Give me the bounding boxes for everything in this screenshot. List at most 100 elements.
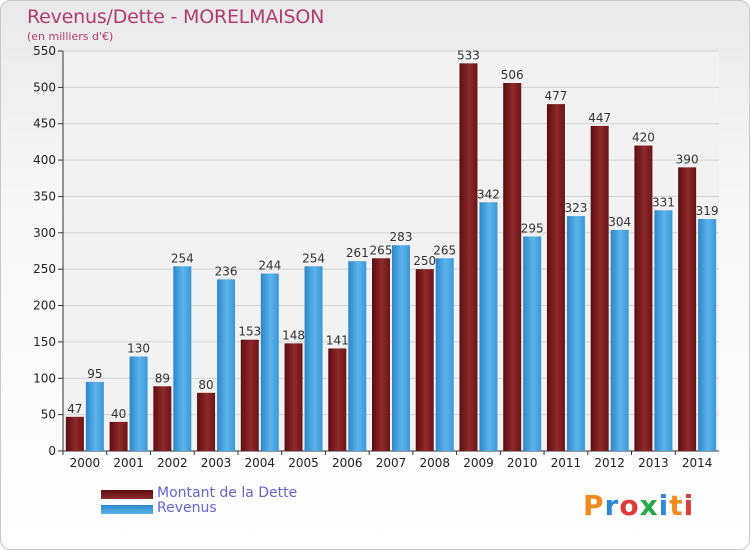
y-tick-label: 250: [33, 262, 56, 276]
bar-revenue: [304, 266, 323, 451]
bar-debt: [415, 269, 434, 451]
data-label-revenue: 130: [127, 341, 150, 355]
axes: 0 50 100 150 200 250 300 350 400 450 500 550 2000 200…: [33, 44, 719, 470]
bar-debt: [372, 258, 390, 451]
x-tick-label: 2013: [638, 456, 669, 470]
data-label-revenue: 304: [608, 215, 631, 229]
bar-debt: [459, 63, 478, 451]
bar-revenue: [85, 381, 104, 451]
bar-revenue: [654, 210, 673, 451]
data-label-revenue: 295: [521, 221, 544, 235]
bar-debt: [678, 167, 697, 451]
bar-revenue: [435, 258, 454, 451]
bar-revenue: [348, 261, 367, 451]
x-tick-label: 2009: [463, 456, 494, 470]
chart-subtitle: (en milliers d'€): [27, 30, 114, 43]
data-label-debt: 47: [67, 402, 82, 416]
bar-revenue: [260, 273, 279, 451]
y-tick-label: 200: [33, 299, 56, 313]
x-tick-label: 2006: [332, 456, 363, 470]
bar-debt: [109, 421, 128, 451]
legend-label-debt: Montant de la Dette: [157, 485, 298, 501]
data-label-revenue: 342: [477, 187, 500, 201]
x-tick-label: 2001: [113, 456, 144, 470]
chart-title: Revenus/Dette - MORELMAISON: [27, 6, 325, 28]
x-tick-label: 2012: [594, 456, 625, 470]
data-label-revenue: 261: [346, 246, 369, 260]
y-tick-label: 350: [33, 189, 56, 203]
data-label-debt: 390: [676, 152, 699, 166]
data-label-debt: 533: [457, 48, 480, 62]
data-label-revenue: 254: [302, 251, 325, 265]
bar-debt: [153, 386, 172, 451]
data-label-debt: 148: [282, 328, 305, 342]
bar-revenue: [610, 229, 629, 451]
plot-area: [63, 51, 719, 451]
legend-swatch-revenue: [101, 505, 153, 514]
bar-revenue: [173, 266, 192, 451]
y-tick-label: 50: [41, 408, 56, 422]
bar-debt: [240, 339, 259, 451]
data-label-revenue: 265: [433, 243, 456, 257]
x-tick-label: 2003: [201, 456, 232, 470]
data-label-debt: 153: [238, 325, 261, 339]
x-tick-label: 2005: [288, 456, 319, 470]
bar-revenue: [566, 216, 585, 451]
data-label-debt: 80: [198, 378, 213, 392]
y-tick-label: 300: [33, 226, 56, 240]
data-label-revenue: 244: [258, 259, 281, 273]
data-label-debt: 447: [588, 111, 611, 125]
bar-revenue: [523, 236, 542, 451]
x-tick-label: 2000: [70, 456, 101, 470]
bars: [65, 63, 717, 451]
bar-revenue: [217, 279, 236, 451]
legend-swatch-debt: [101, 490, 153, 499]
data-label-revenue: 95: [87, 367, 102, 381]
grid-lines: [63, 50, 719, 452]
bar-debt: [634, 145, 653, 451]
bar-debt: [503, 83, 522, 451]
proxiti-logo: Proxiti: [583, 489, 695, 522]
data-label-revenue: 283: [390, 230, 413, 244]
bar-debt: [197, 392, 216, 451]
data-label-debt: 89: [155, 371, 170, 385]
data-label-debt: 141: [326, 333, 349, 347]
y-tick-label: 400: [33, 153, 56, 167]
data-label-debt: 40: [111, 407, 126, 421]
bar-revenue: [129, 356, 148, 451]
data-label-revenue: 331: [652, 195, 675, 209]
data-label-debt: 265: [370, 243, 393, 257]
data-label-debt: 506: [501, 68, 524, 82]
bar-debt: [546, 104, 565, 451]
y-tick-label: 0: [48, 444, 56, 458]
data-label-revenue: 319: [696, 204, 719, 218]
bar-revenue: [392, 245, 410, 451]
x-tick-label: 2010: [507, 456, 538, 470]
x-tick-label: 2011: [551, 456, 582, 470]
data-label-revenue: 323: [564, 201, 587, 215]
x-tick-label: 2014: [682, 456, 713, 470]
data-label-debt: 250: [413, 254, 436, 268]
y-tick-label: 550: [33, 44, 56, 58]
y-tick-label: 450: [33, 117, 56, 131]
data-label-revenue: 254: [171, 251, 194, 265]
bar-revenue: [479, 202, 498, 451]
y-tick-label: 500: [33, 80, 56, 94]
x-tick-label: 2008: [419, 456, 450, 470]
bar-revenue: [698, 219, 717, 451]
legend-label-revenue: Revenus: [157, 500, 217, 516]
bar-debt: [590, 125, 609, 451]
x-tick-label: 2002: [157, 456, 188, 470]
bar-debt: [328, 348, 347, 451]
x-tick-label: 2007: [376, 456, 407, 470]
y-tick-label: 100: [33, 371, 56, 385]
data-label-revenue: 236: [215, 264, 238, 278]
y-tick-label: 150: [33, 335, 56, 349]
x-tick-label: 2004: [245, 456, 276, 470]
bar-debt: [65, 416, 84, 451]
data-label-debt: 420: [632, 131, 655, 145]
bar-debt: [284, 343, 303, 451]
data-label-debt: 477: [544, 89, 567, 103]
